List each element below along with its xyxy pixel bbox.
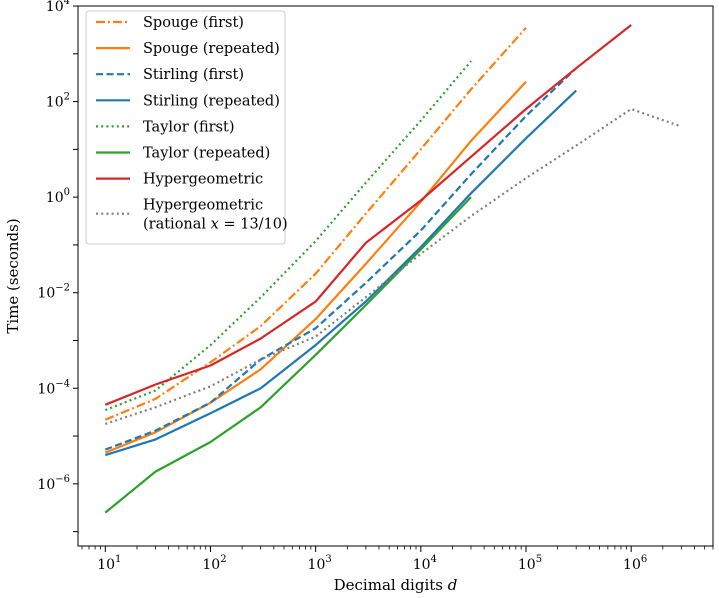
y-tick-label: 10−6 [37, 474, 70, 493]
series-line-7 [104, 24, 632, 406]
legend-label: Hypergeometric [143, 172, 263, 188]
y-tick-label: 104 [46, 0, 70, 15]
plot-frame [77, 5, 714, 547]
series-line-4 [104, 89, 577, 457]
plot-area [104, 24, 682, 514]
series-line-6 [104, 196, 472, 514]
legend-box [85, 10, 286, 245]
axes: 101 102 103 104 105 106 10−6 10−4 10−2 100 102 104 [37, 0, 714, 573]
x-tick-label: 102 [202, 554, 226, 573]
y-tick-label: 10−2 [37, 283, 70, 302]
legend-label: Stirling (first) [143, 67, 244, 83]
y-tick-label: 10−4 [37, 378, 70, 397]
series-line-1 [104, 27, 527, 421]
x-tick-label: 101 [97, 554, 121, 573]
legend-label: Taylor (first) [143, 119, 234, 135]
x-axis-label: Decimal digits d [334, 576, 458, 594]
legend-label: Spouge (repeated) [143, 41, 280, 57]
series-line-3 [104, 67, 577, 451]
legend-label: Hypergeometric (rational x = 13/10) [143, 198, 288, 233]
y-axis-label: Time (seconds) [4, 218, 22, 333]
legend: Spouge (first) Spouge (repeated) Stirling … [85, 10, 288, 245]
series-line-8 [104, 107, 682, 425]
x-tick-label: 104 [413, 554, 437, 573]
y-tick-label: 100 [46, 187, 70, 206]
legend-label: Stirling (repeated) [143, 93, 280, 109]
x-tick-label: 105 [518, 554, 542, 573]
legend-label: Spouge (first) [143, 15, 244, 31]
legend-label: Taylor (repeated) [143, 146, 270, 162]
y-tick-label: 102 [46, 92, 70, 111]
x-tick-label: 103 [308, 554, 332, 573]
x-tick-label: 106 [623, 554, 647, 573]
